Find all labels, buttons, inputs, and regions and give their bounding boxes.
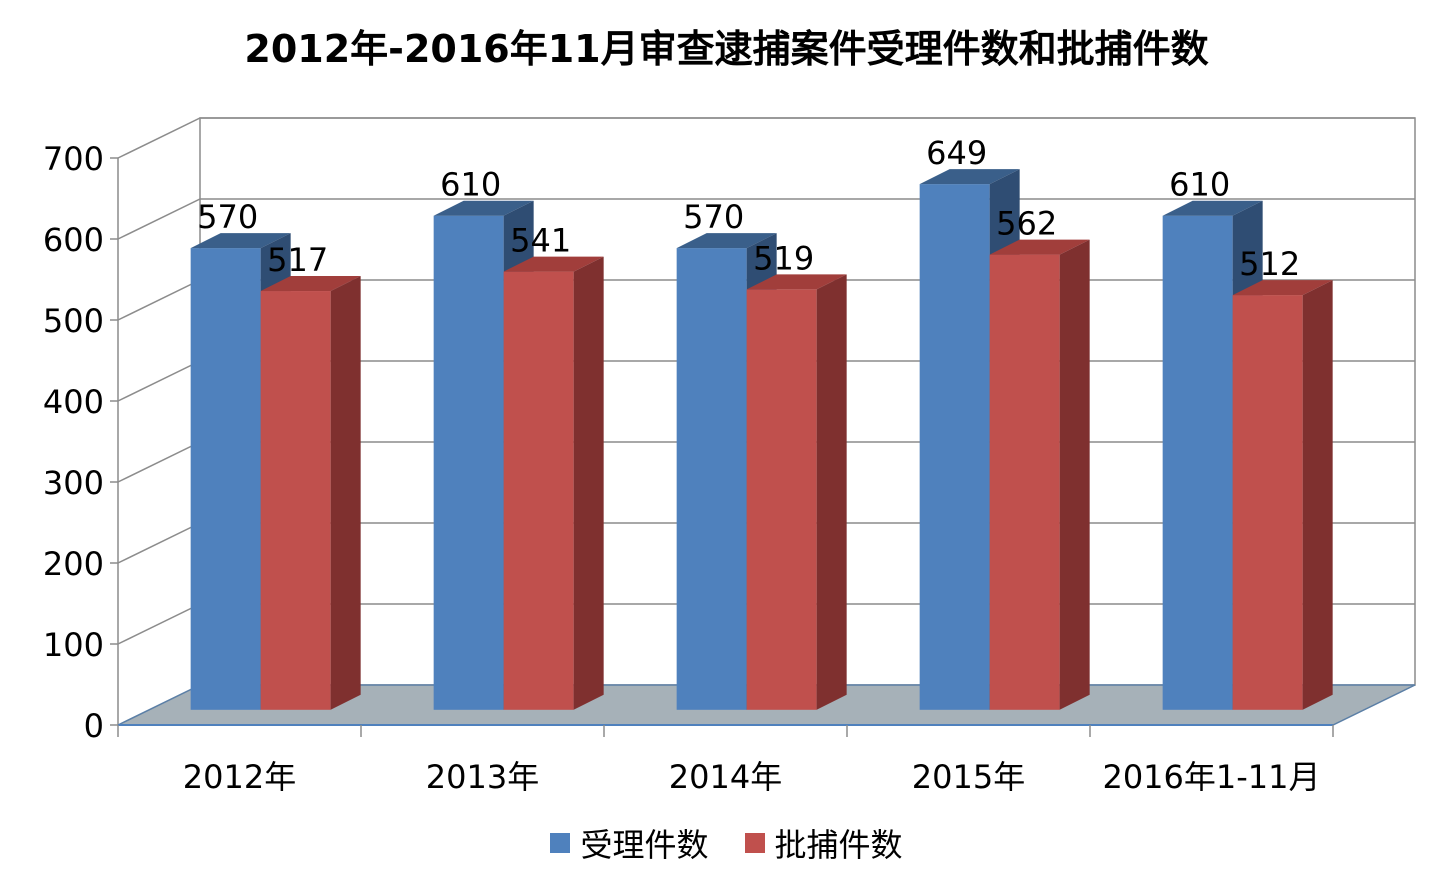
bar-side — [816, 274, 847, 710]
data-label: 610 — [1169, 166, 1230, 204]
x-tick-label: 2015年 — [912, 758, 1025, 796]
bar-front — [503, 271, 574, 710]
y-tick-label: 0 — [84, 707, 104, 745]
gridline — [117, 117, 1415, 159]
bar-front — [746, 289, 817, 710]
y-tick-label: 500 — [43, 302, 104, 340]
legend-label-series-1: 受理件数 — [580, 826, 709, 864]
legend-item-series-1: 受理件数 — [550, 820, 709, 866]
bar-top — [260, 276, 361, 292]
bar-side — [1059, 239, 1090, 710]
bar-top — [746, 274, 847, 290]
bar-side — [573, 256, 604, 710]
bar-side — [1302, 280, 1333, 710]
bar-top — [919, 169, 1020, 185]
bar-front — [1232, 295, 1303, 710]
x-axis-tick-labels: 2012年 2013年 2014年 2015年 2016年1-11月 — [183, 758, 1321, 796]
y-axis-tick-labels: 0 100 200 300 400 500 600 700 — [43, 140, 104, 745]
bar-top — [989, 239, 1090, 255]
x-tick-label: 2012年 — [183, 758, 296, 796]
chart-title: 2012年-2016年11月审查逮捕案件受理件数和批捕件数 — [244, 27, 1209, 71]
data-label: 562 — [996, 205, 1057, 243]
bar-top — [1162, 200, 1263, 216]
bar-front — [676, 248, 747, 710]
data-label: 517 — [267, 241, 328, 279]
bar-top — [676, 233, 777, 249]
bar-top — [503, 256, 604, 272]
y-tick-label: 600 — [43, 221, 104, 259]
bar-front — [919, 184, 990, 710]
bar-front — [989, 254, 1060, 710]
bar-top — [1232, 280, 1333, 296]
bars — [190, 169, 1333, 710]
x-tick-label: 2014年 — [669, 758, 782, 796]
y-tick-label: 700 — [43, 140, 104, 178]
x-tick-label: 2013年 — [426, 758, 539, 796]
bar-front — [190, 248, 261, 710]
data-label: 541 — [510, 222, 571, 260]
y-tick-label: 400 — [43, 383, 104, 421]
bar-2-4 — [989, 239, 1090, 710]
legend: 受理件数 批捕件数 — [0, 820, 1453, 866]
legend-swatch-series-2 — [744, 833, 765, 853]
bar-side — [330, 276, 361, 710]
legend-swatch-series-1 — [550, 833, 571, 853]
y-tick-label: 200 — [43, 545, 104, 583]
y-tick-label: 300 — [43, 464, 104, 502]
legend-item-series-2: 批捕件数 — [744, 820, 903, 866]
axes — [110, 157, 1334, 737]
data-label: 512 — [1239, 245, 1300, 283]
data-label: 570 — [683, 198, 744, 236]
y-tick-label: 100 — [43, 626, 104, 664]
bar-front — [260, 291, 331, 710]
bar-2-3 — [746, 274, 847, 710]
bar-2-5 — [1232, 280, 1333, 710]
data-label: 519 — [753, 239, 814, 277]
bar-front — [433, 215, 504, 710]
legend-label-series-2: 批捕件数 — [774, 826, 903, 864]
bar-top — [190, 233, 291, 249]
data-label: 649 — [926, 134, 987, 172]
bar-front — [1162, 215, 1233, 710]
data-label: 570 — [197, 198, 258, 236]
bar-2-2 — [503, 256, 604, 710]
data-label: 610 — [440, 166, 501, 204]
bar-2-1 — [260, 276, 361, 710]
bar-top — [433, 200, 534, 216]
x-tick-label: 2016年1-11月 — [1102, 758, 1320, 796]
